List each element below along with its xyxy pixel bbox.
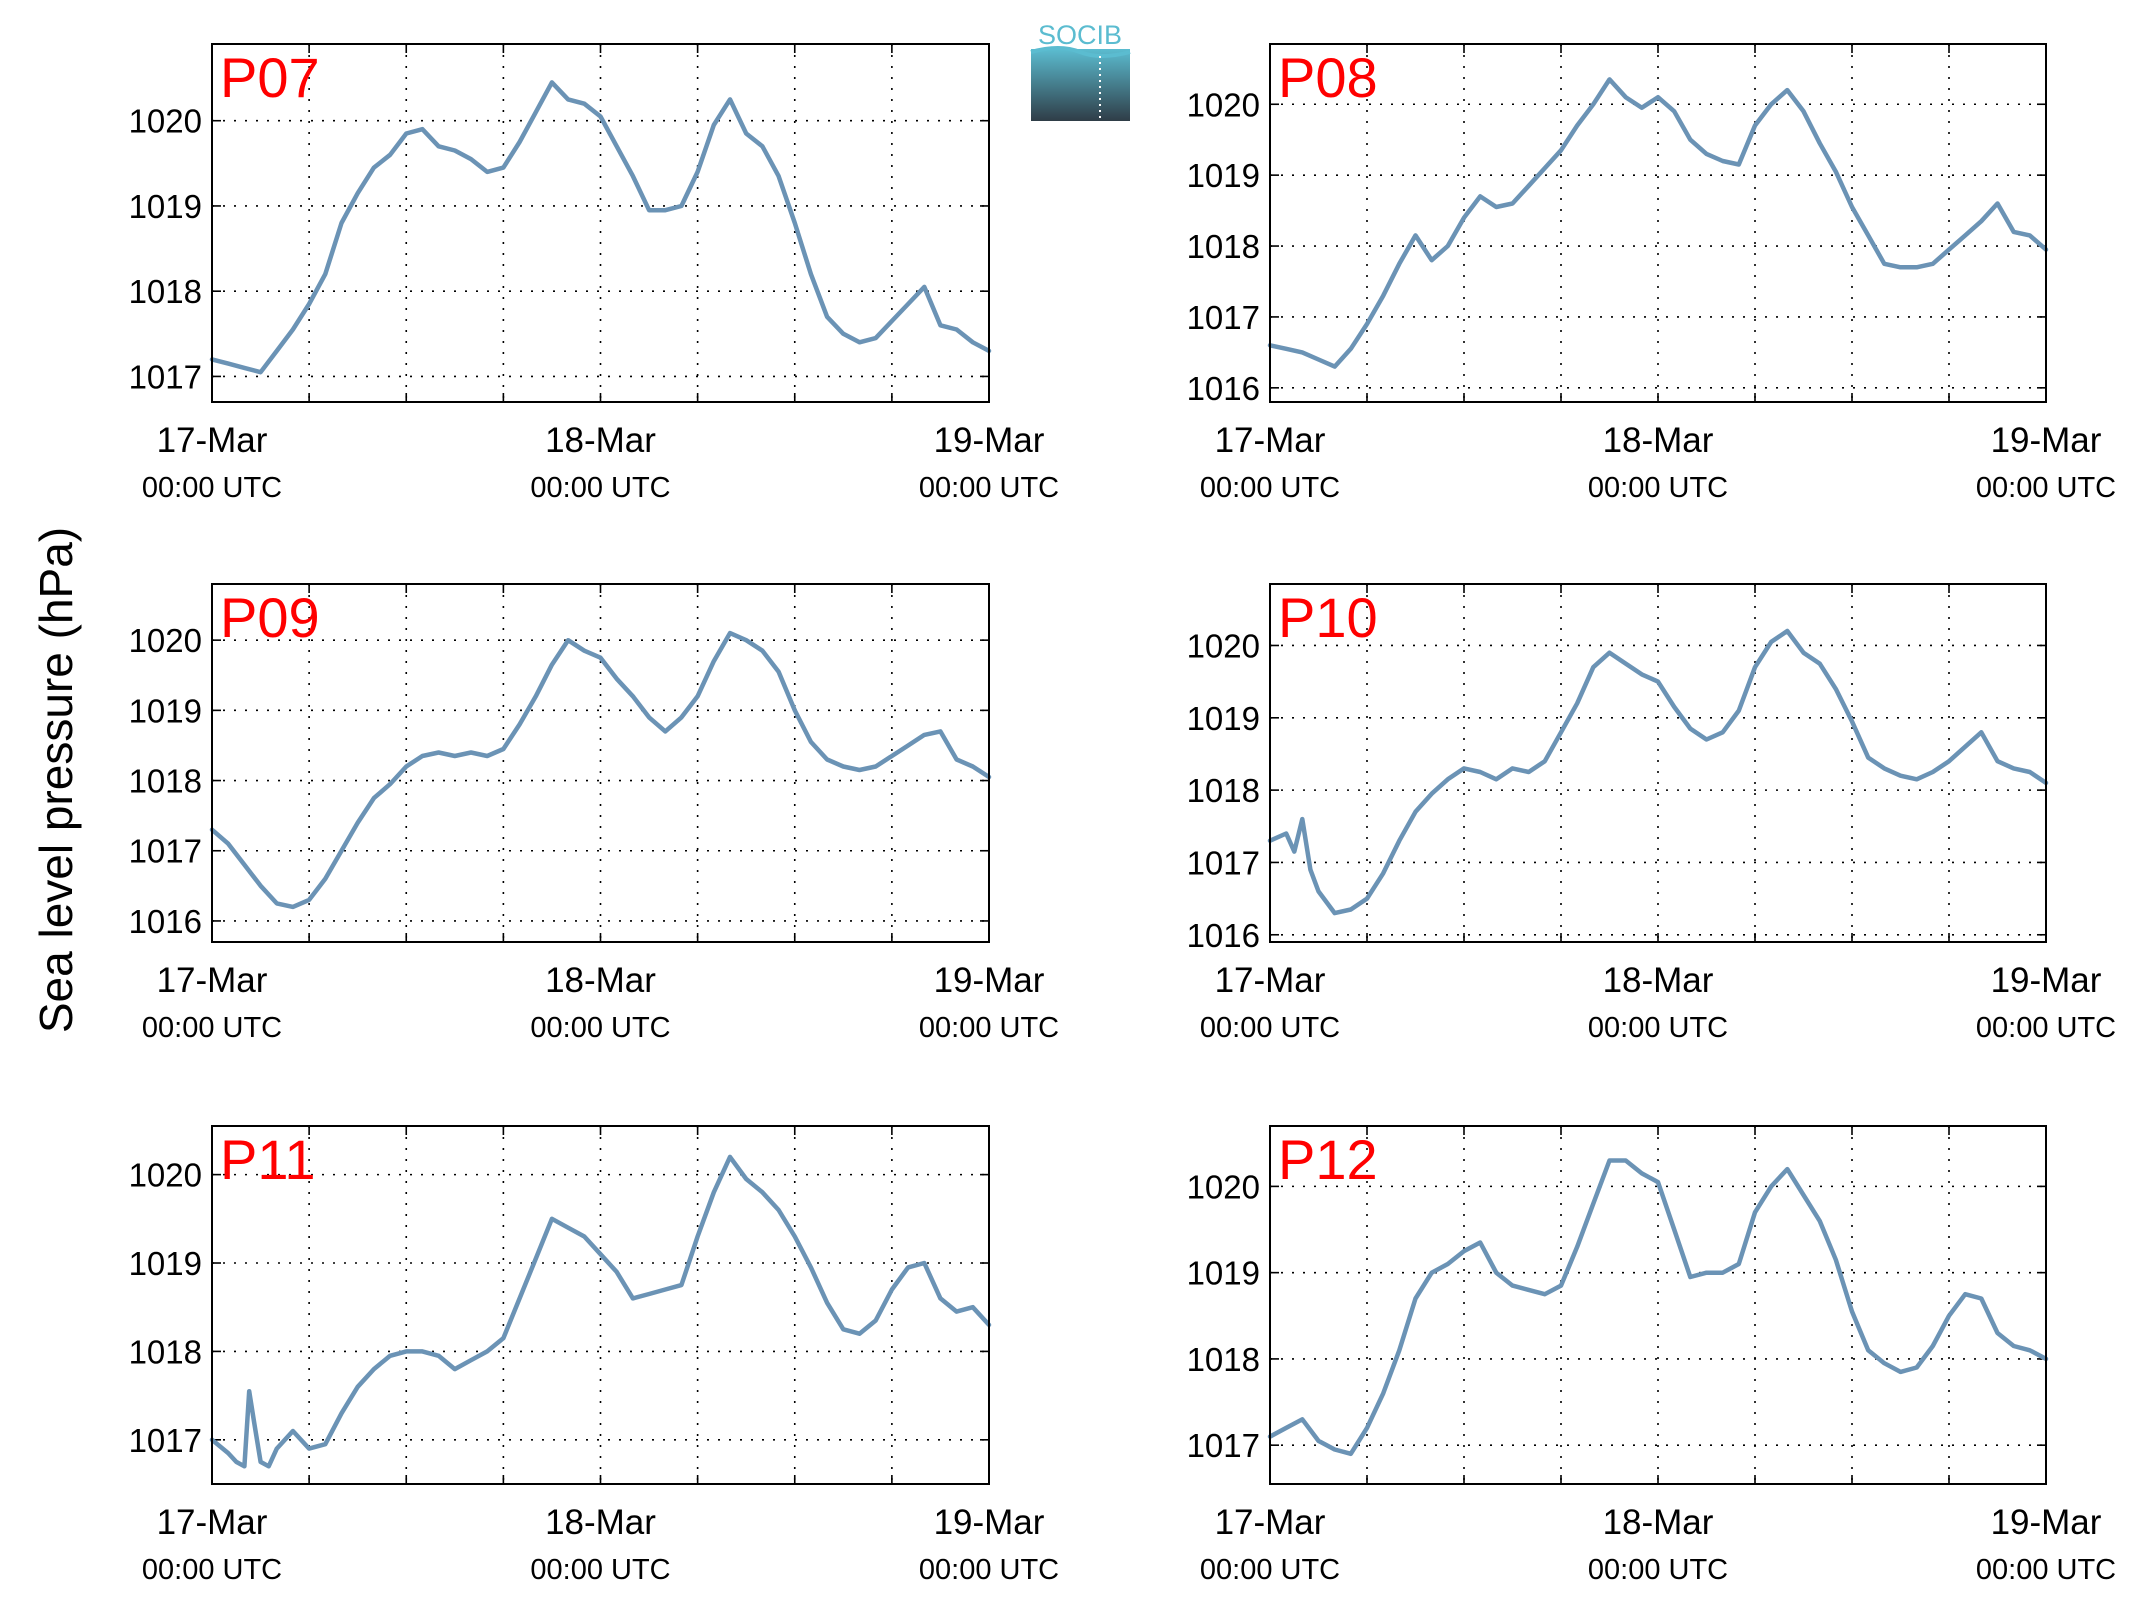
x-tick-label-time: 00:00 UTC [1588, 472, 1728, 504]
y-tick-label: 1016 [129, 903, 202, 940]
y-tick-label: 1020 [1187, 86, 1260, 123]
logo-text: SOCIB [1038, 20, 1122, 50]
logo-wave [1030, 46, 1131, 58]
x-tick-label-time: 00:00 UTC [919, 472, 1059, 504]
y-tick-label: 1017 [1187, 1427, 1260, 1464]
x-tick-label-time: 00:00 UTC [1588, 1554, 1728, 1586]
panel-p07: 1017 1018 1019 1020 17-Mar 00:00 UTC 18-Mar 00:… [129, 43, 1059, 504]
y-tick-label: 1020 [129, 103, 202, 140]
x-tick-label-time: 00:00 UTC [530, 472, 670, 504]
x-tick-label-date: 18-Mar [545, 421, 656, 460]
x-tick-label-time: 00:00 UTC [1200, 1554, 1340, 1586]
station-label: P09 [220, 586, 320, 649]
y-tick-label: 1017 [129, 358, 202, 395]
x-tick-label-date: 19-Mar [934, 1503, 1045, 1542]
axes-frame [211, 43, 990, 403]
x-tick-label-time: 00:00 UTC [1976, 1012, 2116, 1044]
panel-p11: 1017 1018 1019 1020 17-Mar 00:00 UTC 18-Mar 00:… [129, 1125, 1059, 1586]
station-label: P12 [1278, 1128, 1378, 1191]
x-tick-label-time: 00:00 UTC [142, 1554, 282, 1586]
x-tick-label-date: 18-Mar [1603, 961, 1714, 1000]
pressure-series-line [209, 630, 992, 910]
y-tick-label: 1018 [1187, 772, 1260, 809]
x-tick-label-date: 17-Mar [157, 961, 268, 1000]
x-tick-label-date: 19-Mar [934, 961, 1045, 1000]
y-tick-label: 1018 [129, 1333, 202, 1370]
y-tick-label: 1017 [1187, 299, 1260, 336]
x-tick-label-date: 17-Mar [157, 421, 268, 460]
axes-frame [211, 1125, 990, 1485]
y-tick-label: 1019 [129, 1245, 202, 1282]
y-tick-label: 1016 [1187, 370, 1260, 407]
y-tick-label: 1017 [129, 1422, 202, 1459]
x-tick-label-time: 00:00 UTC [1976, 1554, 2116, 1586]
x-tick-label-time: 00:00 UTC [530, 1012, 670, 1044]
x-tick-label-date: 17-Mar [1215, 961, 1326, 1000]
x-tick-label-date: 19-Mar [1991, 421, 2102, 460]
y-tick-label: 1016 [1187, 917, 1260, 954]
x-tick-label-time: 00:00 UTC [1200, 472, 1340, 504]
station-label: P08 [1278, 46, 1378, 109]
x-tick-label-date: 19-Mar [1991, 961, 2102, 1000]
x-tick-label-date: 19-Mar [1991, 1503, 2102, 1542]
y-tick-label: 1020 [129, 1157, 202, 1194]
y-tick-label: 1018 [129, 273, 202, 310]
x-tick-label-time: 00:00 UTC [919, 1012, 1059, 1044]
x-tick-label-time: 00:00 UTC [142, 472, 282, 504]
axes-frame [1269, 583, 2047, 943]
pressure-series-line [209, 1154, 992, 1469]
y-tick-label: 1019 [129, 692, 202, 729]
y-tick-label: 1019 [1187, 157, 1260, 194]
x-tick-label-time: 00:00 UTC [919, 1554, 1059, 1586]
panel-p12: 1017 1018 1019 1020 17-Mar 00:00 UTC 18-Mar 00:… [1187, 1125, 2116, 1586]
logo-block [1031, 49, 1130, 121]
x-tick-label-date: 17-Mar [1215, 1503, 1326, 1542]
panel-p09: 1016 1017 1018 1019 1020 17-Mar 00:00 UTC 18-Ma… [129, 583, 1059, 1044]
x-tick-label-time: 00:00 UTC [1200, 1012, 1340, 1044]
y-tick-label: 1020 [1187, 627, 1260, 664]
station-label: P10 [1278, 586, 1378, 649]
y-tick-label: 1019 [1187, 1255, 1260, 1292]
y-tick-label: 1018 [1187, 228, 1260, 265]
y-tick-label: 1017 [129, 833, 202, 870]
axes-frame [1269, 1125, 2047, 1485]
x-tick-label-date: 18-Mar [545, 1503, 656, 1542]
y-tick-label: 1018 [129, 763, 202, 800]
panel-p08: 1016 1017 1018 1019 1020 17-Mar 00:00 UTC 18-Ma… [1187, 43, 2116, 504]
pressure-series-line [209, 80, 992, 375]
x-tick-label-date: 18-Mar [1603, 1503, 1714, 1542]
axes-frame [211, 583, 990, 943]
y-tick-label: 1020 [1187, 1168, 1260, 1205]
x-tick-label-time: 00:00 UTC [530, 1554, 670, 1586]
y-tick-label: 1019 [129, 188, 202, 225]
y-axis-label: Sea level pressure (hPa) [30, 527, 82, 1033]
y-tick-label: 1019 [1187, 700, 1260, 737]
x-tick-label-time: 00:00 UTC [1976, 472, 2116, 504]
x-tick-label-date: 17-Mar [1215, 421, 1326, 460]
x-tick-label-date: 19-Mar [934, 421, 1045, 460]
pressure-series-line [1267, 628, 2049, 916]
station-label: P11 [220, 1128, 315, 1191]
y-tick-label: 1017 [1187, 844, 1260, 881]
pressure-series-line [1267, 1158, 2049, 1457]
panels: 1017 1018 1019 1020 17-Mar 00:00 UTC 18-Mar 00:… [129, 43, 2116, 1586]
station-label: P07 [220, 46, 320, 109]
x-tick-label-time: 00:00 UTC [142, 1012, 282, 1044]
x-tick-label-date: 17-Mar [157, 1503, 268, 1542]
y-tick-label: 1020 [129, 622, 202, 659]
x-tick-label-time: 00:00 UTC [1588, 1012, 1728, 1044]
x-tick-label-date: 18-Mar [1603, 421, 1714, 460]
x-tick-label-date: 18-Mar [545, 961, 656, 1000]
panel-p10: 1016 1017 1018 1019 1020 17-Mar 00:00 UTC 18-Ma… [1187, 583, 2116, 1044]
pressure-series-line [1267, 77, 2049, 369]
axes-frame [1269, 43, 2047, 403]
socib-logo: SOCIB [1030, 20, 1131, 121]
y-tick-label: 1018 [1187, 1341, 1260, 1378]
